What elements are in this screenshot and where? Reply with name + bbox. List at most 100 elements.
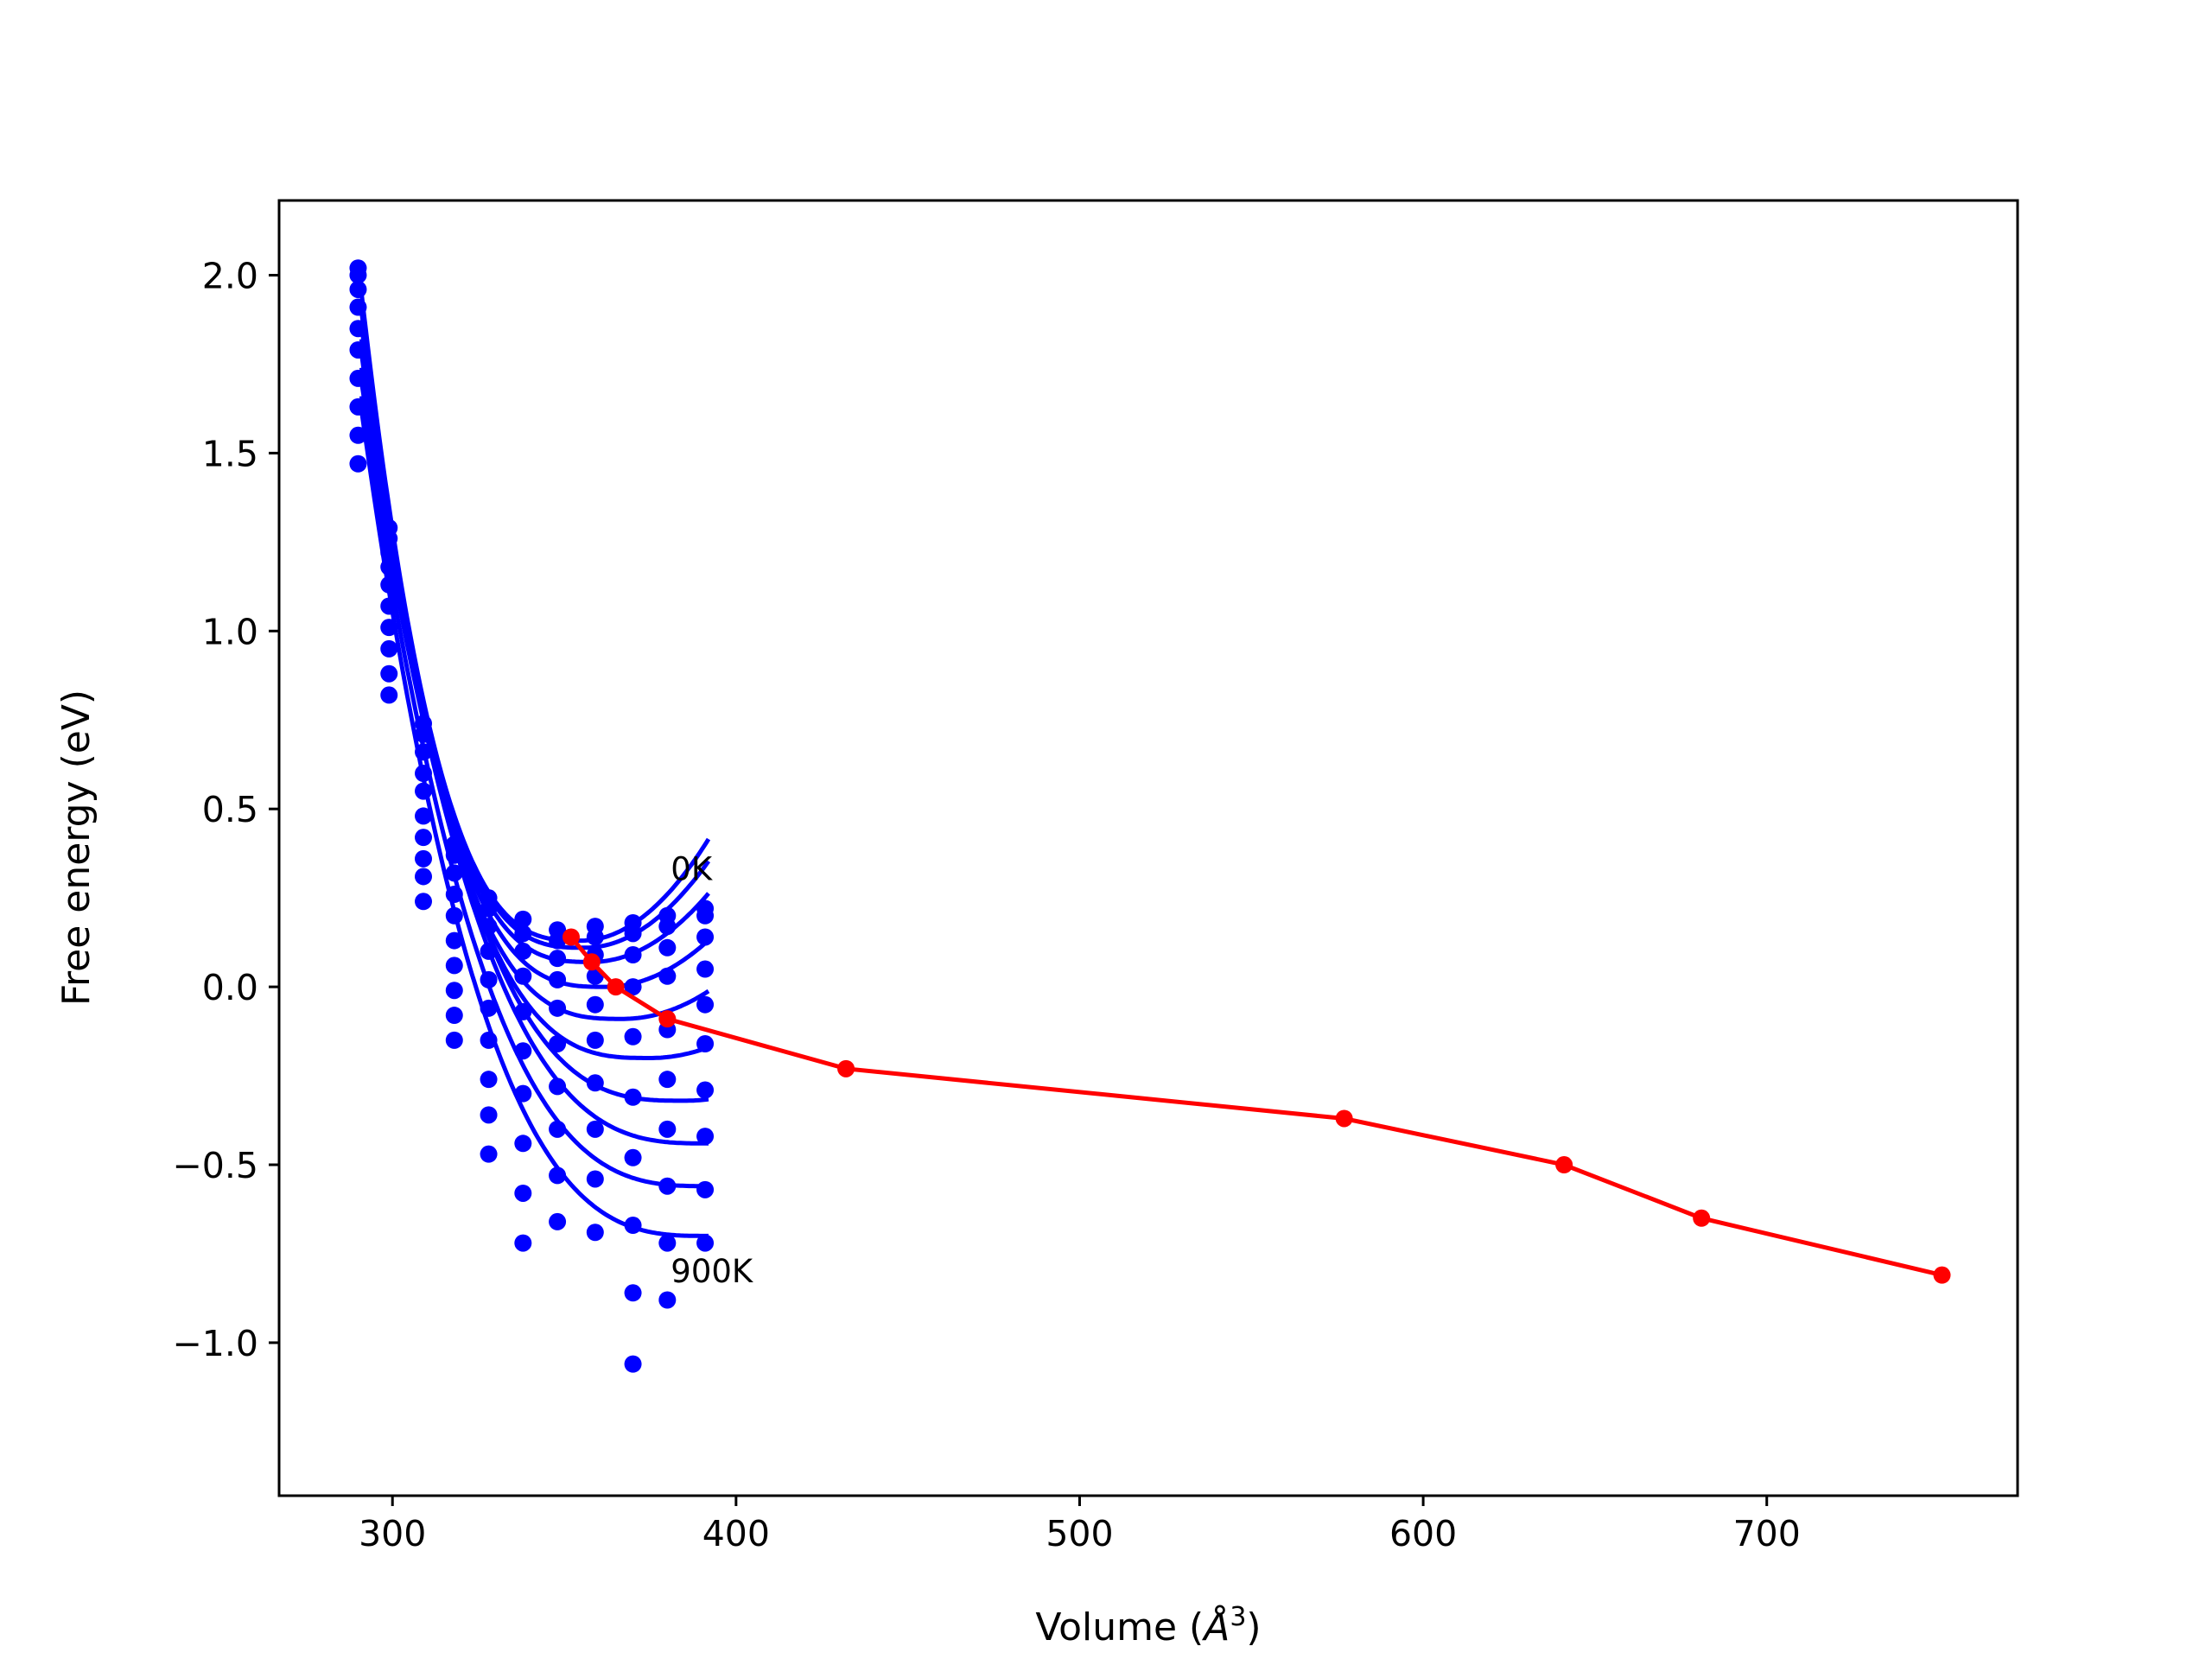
blue-data-point: [696, 960, 715, 978]
blue-data-point: [415, 893, 433, 911]
y-tick-label: −1.0: [172, 1323, 258, 1364]
blue-data-point: [586, 928, 604, 946]
blue-data-point: [696, 906, 715, 925]
blue-data-point: [349, 280, 367, 298]
blue-data-point: [696, 1034, 715, 1052]
blue-data-point: [658, 1291, 677, 1309]
blue-data-point: [658, 1234, 677, 1252]
blue-data-point: [445, 957, 463, 975]
blue-data-point: [658, 918, 677, 936]
red-data-point: [562, 928, 580, 946]
blue-data-point: [415, 807, 433, 825]
blue-data-point: [349, 298, 367, 316]
blue-data-point: [658, 967, 677, 985]
fit-curve: [359, 396, 709, 1189]
blue-data-point: [514, 942, 532, 960]
blue-data-point: [415, 868, 433, 886]
blue-data-point: [658, 938, 677, 957]
x-axis-label: Volume (Å3): [1035, 1602, 1261, 1650]
blue-data-point: [480, 918, 498, 936]
blue-data-point: [696, 928, 715, 946]
y-tick-label: 1.5: [202, 433, 258, 474]
y-axis-ticks: 2.0 1.5 1.0 0.5 0.0 −0.5 −1.0: [172, 255, 279, 1364]
x-axis-label-exponent: 3: [1230, 1602, 1246, 1632]
x-tick-label: 700: [1733, 1513, 1801, 1554]
blue-data-point: [445, 1007, 463, 1025]
x-axis-label-symbol: Å: [1201, 1604, 1230, 1649]
blue-data-point: [445, 931, 463, 950]
blue-data-point: [586, 1120, 604, 1138]
blue-data-point: [380, 639, 398, 658]
y-tick-label: 1.0: [202, 611, 258, 652]
y-tick-label: 0.0: [202, 967, 258, 1008]
y-tick-label: 0.5: [202, 789, 258, 830]
blue-data-point: [380, 575, 398, 594]
blue-data-point: [586, 1224, 604, 1242]
red-data-point: [837, 1059, 855, 1077]
x-tick-label: 300: [359, 1513, 426, 1554]
blue-data-point: [624, 1088, 642, 1106]
blue-data-point: [445, 906, 463, 925]
red-series-line: [569, 935, 1943, 1278]
blue-data-point: [349, 320, 367, 338]
blue-data-point: [549, 1077, 567, 1096]
blue-data-point: [415, 743, 433, 761]
fit-curve: [359, 292, 711, 944]
blue-data-point: [415, 782, 433, 800]
blue-data-point: [624, 978, 642, 996]
red-data-point: [658, 1010, 677, 1028]
blue-data-point: [415, 849, 433, 868]
blue-data-point: [586, 1170, 604, 1188]
fit-curve: [359, 381, 709, 1146]
blue-data-point: [415, 725, 433, 743]
red-data-point: [1335, 1109, 1353, 1128]
fit-curve: [359, 324, 710, 989]
blue-data-point: [514, 910, 532, 928]
blue-data-point: [480, 1145, 498, 1163]
blue-data-point: [696, 995, 715, 1014]
red-data-point: [1933, 1266, 1951, 1284]
blue-data-point: [349, 369, 367, 387]
blue-data-point: [549, 950, 567, 968]
blue-data-point: [624, 925, 642, 943]
blue-data-point: [380, 619, 398, 637]
blue-data-point: [445, 1031, 463, 1049]
red-data-point: [1555, 1156, 1573, 1174]
blue-data-point: [380, 543, 398, 562]
y-axis-label: Free energy (eV): [54, 690, 99, 1006]
blue-data-point: [624, 1148, 642, 1166]
blue-data-point: [624, 1284, 642, 1302]
blue-data-point: [514, 1234, 532, 1252]
blue-data-point: [514, 967, 532, 985]
blue-data-point: [380, 686, 398, 704]
blue-data-point: [445, 846, 463, 864]
annotation-label: 0K: [671, 851, 714, 888]
blue-data-point: [349, 340, 367, 359]
blue-data-point: [349, 266, 367, 284]
blue-data-point: [480, 970, 498, 988]
blue-data-point: [380, 558, 398, 576]
blue-data-point: [549, 1166, 567, 1185]
red-data-point: [1693, 1209, 1711, 1227]
blue-data-point: [514, 925, 532, 943]
blue-data-point: [415, 765, 433, 783]
blue-data-point: [549, 1212, 567, 1230]
blue-data-point: [624, 1217, 642, 1235]
blue-data-point: [480, 942, 498, 960]
red-data-point: [607, 978, 625, 996]
fit-curve: [359, 310, 710, 964]
blue-data-point: [624, 946, 642, 964]
blue-data-point: [696, 1234, 715, 1252]
blue-data-point: [415, 829, 433, 847]
blue-data-point: [480, 1031, 498, 1049]
blue-data-point: [586, 995, 604, 1014]
blue-data-point: [586, 1031, 604, 1049]
blue-data-point: [514, 1135, 532, 1153]
blue-data-point: [480, 1106, 498, 1124]
blue-data-point: [380, 597, 398, 615]
red-data-point: [582, 953, 601, 971]
blue-data-point: [445, 864, 463, 882]
blue-data-point: [549, 1120, 567, 1138]
blue-data-point: [445, 982, 463, 1000]
blue-data-point: [658, 1120, 677, 1138]
